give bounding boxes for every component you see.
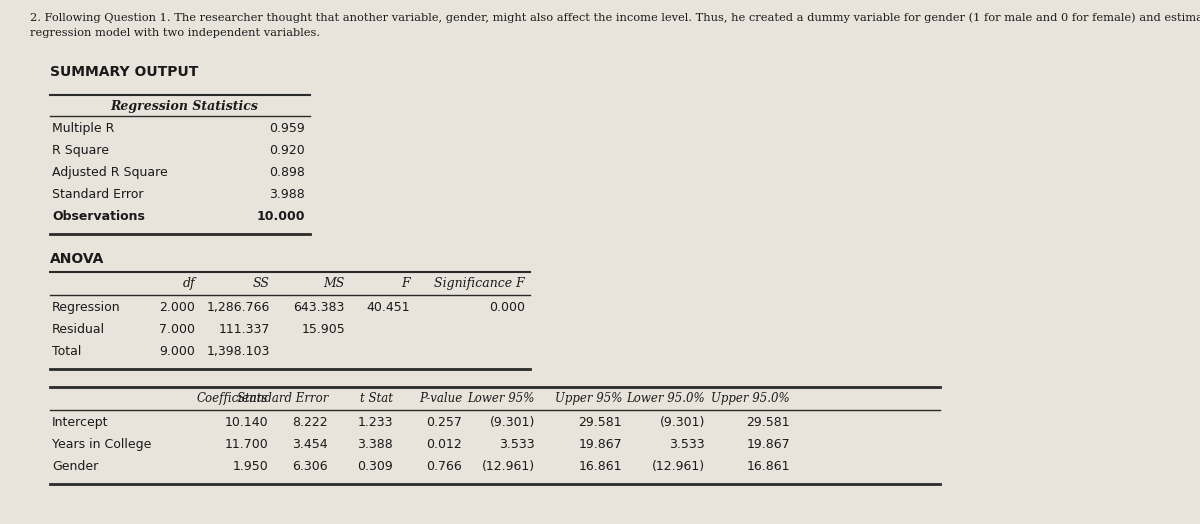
Text: (12.961): (12.961) — [482, 460, 535, 473]
Text: Lower 95.0%: Lower 95.0% — [626, 392, 706, 405]
Text: Regression Statistics: Regression Statistics — [110, 100, 258, 113]
Text: 111.337: 111.337 — [218, 323, 270, 336]
Text: 0.309: 0.309 — [358, 460, 394, 473]
Text: 0.959: 0.959 — [269, 122, 305, 135]
Text: 0.257: 0.257 — [426, 416, 462, 429]
Text: SUMMARY OUTPUT: SUMMARY OUTPUT — [50, 65, 198, 79]
Text: Gender: Gender — [52, 460, 98, 473]
Text: 2. Following Question 1. The researcher thought that another variable, gender, m: 2. Following Question 1. The researcher … — [30, 12, 1200, 23]
Text: 19.867: 19.867 — [746, 438, 790, 451]
Text: 3.533: 3.533 — [670, 438, 706, 451]
Text: Multiple R: Multiple R — [52, 122, 114, 135]
Text: Upper 95%: Upper 95% — [554, 392, 622, 405]
Text: 6.306: 6.306 — [293, 460, 328, 473]
Text: 11.700: 11.700 — [224, 438, 268, 451]
Text: F: F — [401, 277, 410, 290]
Text: 9.000: 9.000 — [160, 345, 194, 358]
Text: 3.533: 3.533 — [499, 438, 535, 451]
Text: Significance F: Significance F — [434, 277, 526, 290]
Text: 1,398.103: 1,398.103 — [206, 345, 270, 358]
Text: Regression: Regression — [52, 301, 121, 314]
Text: 0.000: 0.000 — [490, 301, 526, 314]
Text: 3.388: 3.388 — [358, 438, 394, 451]
Text: 3.454: 3.454 — [293, 438, 328, 451]
Text: Standard Error: Standard Error — [52, 188, 144, 201]
Text: 15.905: 15.905 — [301, 323, 346, 336]
Text: regression model with two independent variables.: regression model with two independent va… — [30, 28, 320, 38]
Text: 0.898: 0.898 — [269, 166, 305, 179]
Text: 0.920: 0.920 — [269, 144, 305, 157]
Text: R Square: R Square — [52, 144, 109, 157]
Text: Standard Error: Standard Error — [236, 392, 328, 405]
Text: 0.012: 0.012 — [426, 438, 462, 451]
Text: 29.581: 29.581 — [746, 416, 790, 429]
Text: (12.961): (12.961) — [652, 460, 706, 473]
Text: Lower 95%: Lower 95% — [468, 392, 535, 405]
Text: 1.950: 1.950 — [233, 460, 268, 473]
Text: 40.451: 40.451 — [366, 301, 410, 314]
Text: 3.988: 3.988 — [269, 188, 305, 201]
Text: 16.861: 16.861 — [578, 460, 622, 473]
Text: (9.301): (9.301) — [660, 416, 706, 429]
Text: 19.867: 19.867 — [578, 438, 622, 451]
Text: df: df — [182, 277, 194, 290]
Text: 643.383: 643.383 — [294, 301, 346, 314]
Text: 0.766: 0.766 — [426, 460, 462, 473]
Text: Upper 95.0%: Upper 95.0% — [712, 392, 790, 405]
Text: 1,286.766: 1,286.766 — [206, 301, 270, 314]
Text: (9.301): (9.301) — [490, 416, 535, 429]
Text: 8.222: 8.222 — [293, 416, 328, 429]
Text: Total: Total — [52, 345, 82, 358]
Text: Coefficients: Coefficients — [197, 392, 268, 405]
Text: Adjusted R Square: Adjusted R Square — [52, 166, 168, 179]
Text: t Stat: t Stat — [360, 392, 394, 405]
Text: SS: SS — [253, 277, 270, 290]
Text: Observations: Observations — [52, 210, 145, 223]
Text: Residual: Residual — [52, 323, 106, 336]
Text: ANOVA: ANOVA — [50, 252, 104, 266]
Text: 29.581: 29.581 — [578, 416, 622, 429]
Text: P-value: P-value — [419, 392, 462, 405]
Text: MS: MS — [324, 277, 346, 290]
Text: 10.000: 10.000 — [257, 210, 305, 223]
Text: 10.140: 10.140 — [224, 416, 268, 429]
Text: 16.861: 16.861 — [746, 460, 790, 473]
Text: 7.000: 7.000 — [158, 323, 194, 336]
Text: 1.233: 1.233 — [358, 416, 394, 429]
Text: 2.000: 2.000 — [160, 301, 194, 314]
Text: Years in College: Years in College — [52, 438, 151, 451]
Text: Intercept: Intercept — [52, 416, 108, 429]
